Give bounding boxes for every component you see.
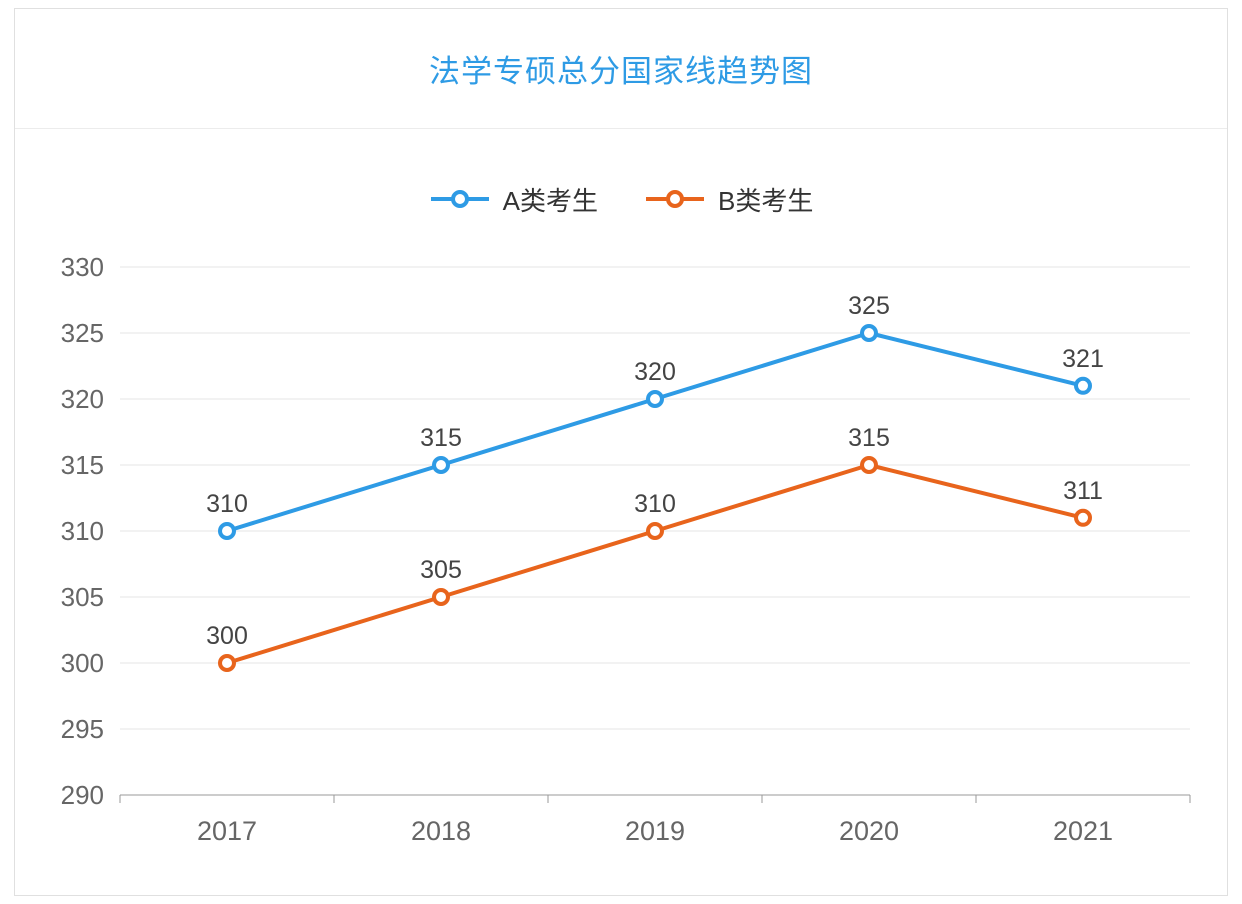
y-tick-label: 330 — [61, 252, 104, 282]
y-tick-label: 290 — [61, 780, 104, 810]
y-tick-label: 305 — [61, 582, 104, 612]
data-point[interactable] — [646, 522, 664, 540]
data-label: 315 — [420, 424, 462, 452]
data-point[interactable] — [432, 456, 450, 474]
data-label: 320 — [634, 358, 676, 386]
data-point[interactable] — [432, 588, 450, 606]
y-tick-label: 300 — [61, 648, 104, 678]
data-label: 311 — [1063, 477, 1103, 505]
x-tick-label: 2018 — [411, 816, 471, 846]
data-point[interactable] — [646, 390, 664, 408]
chart-card: 法学专硕总分国家线趋势图 A类考生 B类考生 290 295 300 305 310 31… — [14, 8, 1228, 896]
y-tick-label: 320 — [61, 384, 104, 414]
data-label: 310 — [206, 490, 248, 518]
line-chart: 290 295 300 305 310 315 320 325 330 2017 2018 2019 2… — [61, 252, 1191, 846]
y-tick-label: 295 — [61, 714, 104, 744]
legend: A类考生 B类考生 — [15, 181, 1227, 217]
y-tick-label: 310 — [61, 516, 104, 546]
legend-label-series-a: A类考生 — [502, 185, 598, 216]
y-tick-label: 325 — [61, 318, 104, 348]
x-tick-label: 2020 — [839, 816, 899, 846]
chart-header: 法学专硕总分国家线趋势图 — [15, 9, 1227, 129]
chart-title: 法学专硕总分国家线趋势图 — [429, 54, 813, 89]
legend-label-series-b: B类考生 — [718, 185, 814, 216]
data-point[interactable] — [1074, 508, 1092, 527]
data-label: 315 — [848, 424, 890, 452]
y-tick-label: 315 — [61, 450, 104, 480]
x-tick-label: 2019 — [625, 816, 685, 846]
legend-line-marker-b-icon — [646, 190, 704, 208]
data-label: 310 — [634, 490, 676, 518]
data-label: 300 — [206, 622, 248, 650]
data-point[interactable] — [218, 522, 236, 540]
x-tick-label: 2017 — [197, 816, 257, 846]
data-point[interactable] — [218, 654, 236, 672]
data-point[interactable] — [860, 324, 878, 342]
data-point[interactable] — [860, 456, 878, 474]
legend-item-series-a[interactable]: A类考生 — [429, 181, 598, 218]
legend-line-marker-a-icon — [430, 190, 489, 208]
legend-item-series-b[interactable]: B类考生 — [644, 181, 813, 218]
data-point[interactable] — [1074, 376, 1092, 395]
data-label: 321 — [1062, 345, 1104, 373]
data-label: 305 — [420, 556, 462, 584]
data-label: 325 — [848, 292, 890, 320]
x-tick-label: 2021 — [1053, 816, 1113, 846]
